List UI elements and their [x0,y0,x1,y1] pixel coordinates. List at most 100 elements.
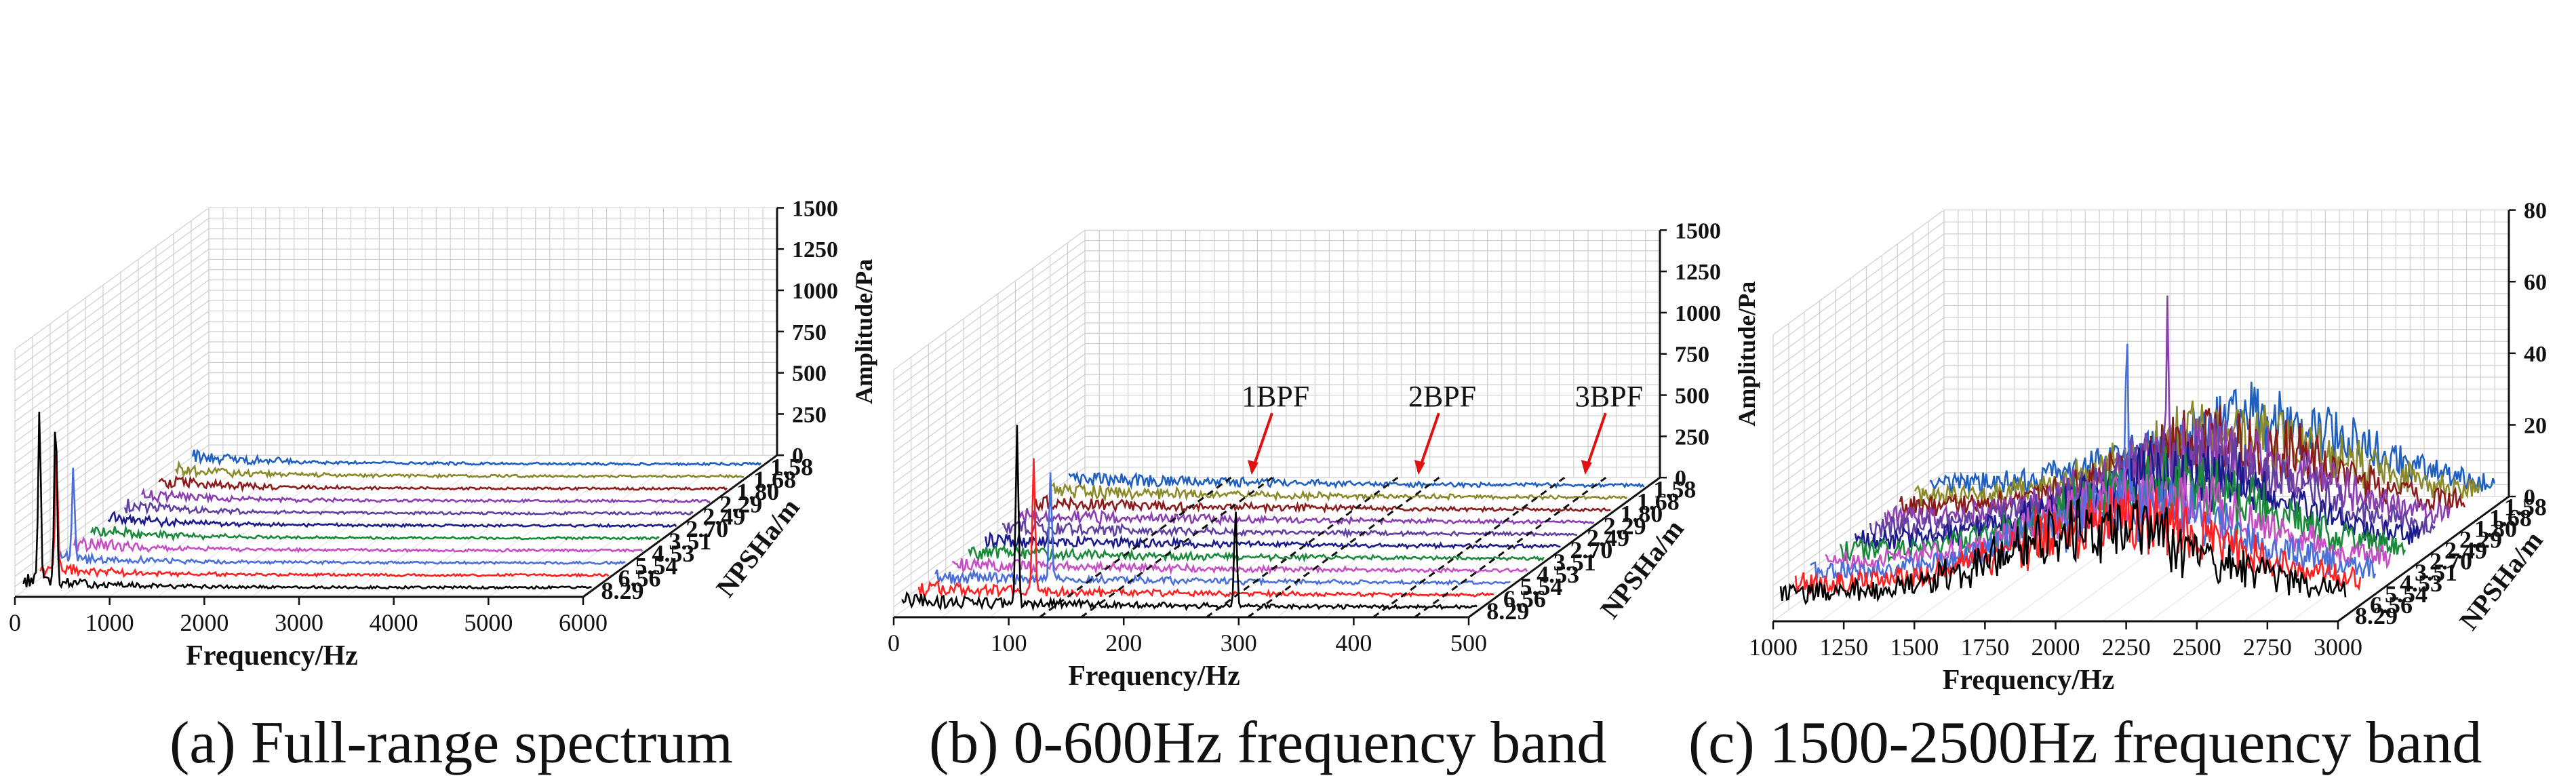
grid-line [1772,281,1945,407]
grid-line [893,322,1086,463]
x-tick-label: 0 [9,609,21,636]
series-line-2.29 [140,487,711,504]
x-tick-label: 100 [991,629,1027,657]
npsh-tick-label: 6.56 [618,565,660,592]
grid-line [1772,305,1945,431]
grid-line [1772,353,1945,479]
grid-line [14,248,210,391]
grid-line [14,362,210,505]
x-tick-label: 2000 [180,609,229,636]
grid-line [14,279,210,423]
npsh-tick-label: 1.58 [770,454,813,481]
npsh-tick-label: 1.80 [1620,500,1663,527]
npsh-tick-label: 3.51 [1553,549,1596,576]
z-tick-label: 0 [1675,466,1686,491]
chart-panel-c: 1000 1250 1500 1750 2000 2250 2500 2750 3000 Freq… [1749,199,2549,696]
bpf-label: 2BPF [1408,380,1476,413]
grid-line [1772,424,1945,550]
grid-line [14,372,210,515]
z-tick-label: 1000 [1675,301,1721,326]
series-line-8.29 [1779,497,2347,605]
series-line-6.56 [1794,486,2362,596]
npsh-tick-label: 2.49 [2444,537,2487,564]
npsh-tick-label: 1.68 [2489,504,2532,531]
grid-line [893,395,1086,535]
z-tick-label: 20 [2524,413,2547,438]
grid-line [204,454,399,598]
caption-c: (c) 1500-2500Hz frequency band [1688,710,2482,776]
npsh-tick-label: 4.53 [2400,570,2442,597]
grid-line [893,343,1086,484]
x-tick-label: 1750 [1960,633,2009,661]
x-tick-label: 5000 [464,609,513,636]
series-line-3.51 [968,544,1545,563]
z-tick-label: 80 [2524,199,2547,224]
grid-line [941,477,1133,618]
npsh-tick-label: 1.80 [2474,515,2517,543]
x-tick-label: 200 [1105,629,1142,657]
grid-line [1772,448,1945,574]
series-line-4.53 [1825,469,2392,571]
x-tick-label: 3000 [2314,633,2362,661]
grid-line [14,300,210,443]
npsh-tick-label: 3.51 [2415,559,2457,586]
bpf-arrowhead [1247,460,1259,475]
bpf-dash-line [1080,476,1273,619]
grid-line [14,351,210,494]
x-tick-label: 0 [888,629,900,657]
bpf-arrowhead [1414,460,1425,475]
npsh-tick-label: 5.54 [2385,581,2428,608]
grid-line [14,321,210,463]
npsh-tick-label: 8.29 [601,577,643,604]
z-tick-label: 250 [792,402,827,427]
npsh-tick-label: 2.29 [719,490,762,518]
grid-line [1772,245,1945,371]
grid-line [14,310,210,453]
x-tick-label: 300 [1221,629,1257,657]
grid-line [1772,329,1945,455]
grid-line [2055,496,2227,622]
series-line-2.70 [107,510,677,528]
series-line-1.58 [191,448,761,467]
npsh-tick-label: 5.54 [1520,573,1563,600]
z-tick-label: 500 [1675,384,1709,409]
x-tick-label: 1000 [1749,633,1798,661]
bpf-dash-line [1414,476,1607,619]
grid-line [14,393,210,536]
x-tick-label: 1500 [1890,633,1939,661]
npsh-tick-label: 8.29 [1486,598,1529,625]
npsh-tick-label: 6.56 [2370,591,2413,619]
z-tick-label: 1500 [792,196,838,221]
z-tick-label: 0 [792,444,804,469]
grid-line [251,454,446,598]
grid-line [14,228,210,371]
grid-line [893,332,1086,473]
x-tick-label: 6000 [559,609,608,636]
grid-line [893,302,1086,443]
z-tick-label: 500 [792,362,827,387]
series-line-3.51 [90,524,660,542]
z-tick-label: 1250 [792,237,838,262]
depth-axis-line [1468,476,1661,619]
x-axis-label: Frequency/Hz [186,640,358,671]
chart-panel-b: 1BPF 2BPF 3BPF 0 100 200 300 400 500 Frequency/Hz… [888,218,1760,692]
grid-line [1772,460,1945,586]
series-line-1.68 [1914,400,2481,507]
z-tick-label: 1500 [1675,218,1721,243]
chart-panel-a: 0 1000 2000 3000 4000 5000 6000 Frequency/Hz 0 25… [9,196,877,671]
npsh-tick-label: 1.68 [753,466,796,493]
npsh-tick-label: 1.80 [736,478,779,505]
x-tick-label: 3000 [275,609,323,636]
grid-line [893,384,1086,525]
grid-line [14,290,210,433]
grid-line [14,331,210,474]
depth-axis-line [582,454,778,598]
grid-line [1772,436,1945,562]
series-line-4.53 [951,557,1528,575]
z-tick-label: 60 [2524,270,2547,295]
bpf-label: 3BPF [1575,380,1643,413]
grid-line [1772,233,1945,359]
npsh-tick-label: 1.58 [2504,493,2547,520]
grid-line [893,292,1086,432]
grid-line [893,281,1086,422]
